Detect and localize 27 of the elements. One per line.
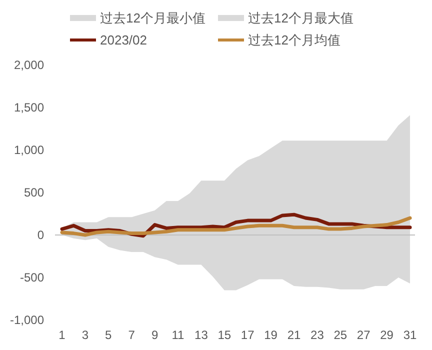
x-tick-label: 23 <box>310 328 324 342</box>
x-tick-label: 15 <box>218 328 232 342</box>
y-tick-label: 2,000 <box>14 58 44 72</box>
x-tick-label: 1 <box>58 328 66 342</box>
y-tick-label: 0 <box>37 228 44 242</box>
x-tick-label: 5 <box>105 328 112 342</box>
x-tick-label: 25 <box>334 328 348 342</box>
x-tick-label: 3 <box>82 328 89 342</box>
x-tick-label: 31 <box>403 328 417 342</box>
x-tick-label: 9 <box>151 328 158 342</box>
y-tick-label: -1,000 <box>10 313 44 327</box>
legend-label: 过去12个月均值 <box>248 32 340 48</box>
y-tick-label: 500 <box>24 186 44 200</box>
legend-label: 过去12个月最大值 <box>248 10 354 26</box>
legend-label: 2023/02 <box>100 32 147 48</box>
x-tick-label: 29 <box>380 328 394 342</box>
y-tick-label: -500 <box>20 270 44 284</box>
x-tick-label: 7 <box>128 328 136 342</box>
x-tick-label: 11 <box>172 328 185 342</box>
x-tick-label: 27 <box>356 328 371 342</box>
x-tick-label: 13 <box>194 328 208 342</box>
y-tick-label: 1,500 <box>14 100 44 114</box>
x-tick-label: 21 <box>287 328 301 342</box>
x-tick-label: 19 <box>264 328 278 342</box>
legend-label: 过去12个月最小值 <box>100 10 206 26</box>
x-tick-label: 17 <box>240 328 255 342</box>
y-tick-label: 1,000 <box>14 143 44 157</box>
